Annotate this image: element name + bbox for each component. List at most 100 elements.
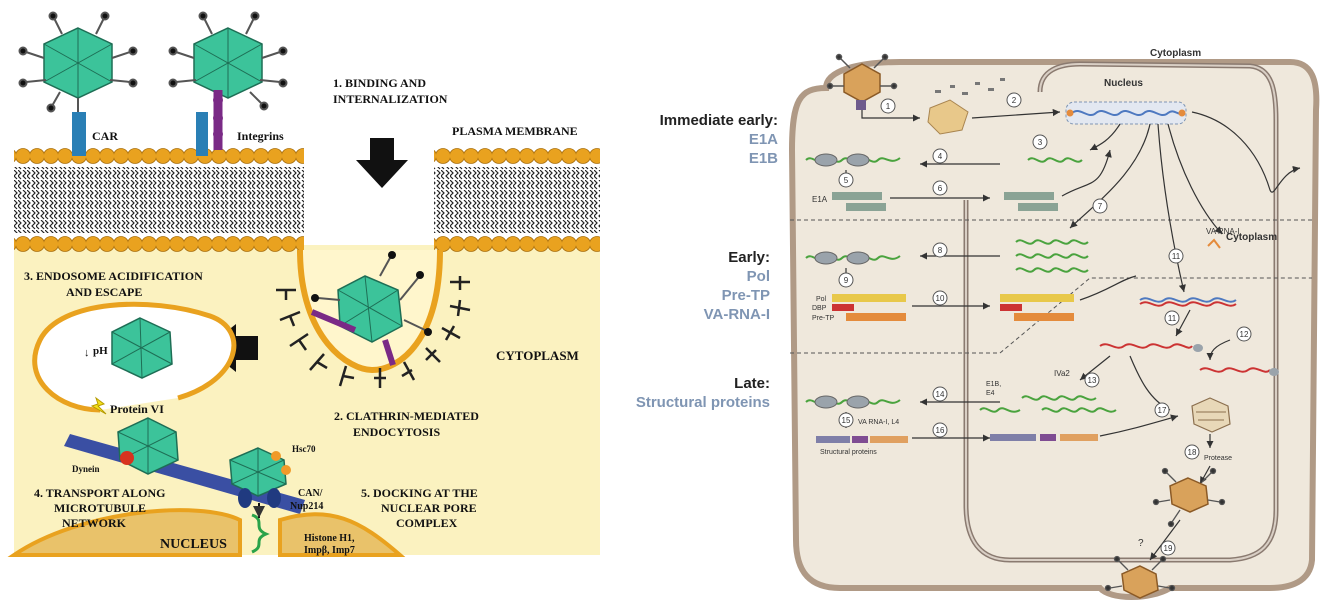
histone-line2: Impβ, Imp7 — [304, 545, 355, 556]
va-rna-label: VA RNA-I — [1206, 227, 1240, 236]
npc-right — [267, 488, 281, 508]
progeny-dna-1 — [1099, 343, 1193, 349]
ribosome-2a — [814, 251, 838, 265]
late-block: Late: Structural proteins — [610, 374, 770, 412]
step-marker: 13 — [1088, 376, 1097, 385]
e1a-label: E1A — [812, 195, 828, 204]
ph-label: pH — [93, 345, 108, 357]
cytoplasm-mid-label: Cytoplasm — [1226, 232, 1277, 243]
pre-tp-protein-nuc — [1014, 313, 1074, 321]
ribosome-1b — [846, 153, 870, 167]
late-title: Late: — [734, 375, 770, 392]
step4-line3: NETWORK — [62, 516, 127, 530]
protease-label: Protease — [1204, 455, 1232, 462]
step4-line1: 4. TRANSPORT ALONG — [34, 486, 166, 500]
dynein-motor — [120, 451, 134, 465]
lipid-tails-left — [14, 167, 304, 233]
step-marker: 2 — [1012, 96, 1017, 105]
lightning-icon — [90, 396, 107, 415]
internalization-arrow — [356, 138, 408, 188]
membrane-upper-right — [434, 145, 600, 167]
viral-dna — [251, 513, 270, 554]
step-marker: 12 — [1240, 330, 1249, 339]
gene-va-rna-i: VA-RNA-I — [703, 306, 770, 323]
car-receptor — [72, 112, 86, 156]
structural-protein-2 — [852, 436, 868, 443]
iva2-label: IVa2 — [1054, 369, 1070, 378]
replicating-dna — [1139, 297, 1237, 303]
question-label: ? — [1138, 538, 1144, 549]
step5-line1: 5. DOCKING AT THE — [361, 486, 478, 500]
gene-pol: Pol — [746, 268, 770, 285]
virus-at-npc — [229, 447, 291, 497]
histone-line1: Histone H1, — [304, 533, 355, 544]
step3-line1: 3. ENDOSOME ACIDIFICATION — [24, 269, 203, 283]
membrane-lower-right — [434, 233, 600, 255]
uncoating-capsid — [927, 99, 969, 135]
pol-protein — [832, 294, 906, 302]
nucleus-label-right: Nucleus — [1104, 78, 1143, 89]
structural-protein-1 — [816, 436, 850, 443]
e1a-protein-nuc-2 — [1018, 203, 1058, 211]
capsid-fragments — [935, 78, 1005, 95]
step-marker: 19 — [1164, 544, 1173, 553]
e1-mrna — [1027, 157, 1083, 163]
step2-line2: ENDOCYTOSIS — [353, 425, 440, 439]
cytoplasm-label: CYTOPLASM — [496, 348, 579, 363]
car-label: CAR — [92, 129, 118, 143]
step5-line2: NUCLEAR PORE — [381, 501, 477, 515]
virus-in-pit — [310, 251, 432, 366]
step-marker: 14 — [936, 390, 945, 399]
step-marker: 3 — [1038, 138, 1043, 147]
ribosome-3b — [846, 395, 870, 409]
step-marker: 1 — [886, 102, 891, 111]
pre-tp-protein — [846, 313, 906, 321]
step3-line2: AND ESCAPE — [66, 285, 142, 299]
gene-pre-tp: Pre-TP — [721, 287, 770, 304]
early-title: Early: — [728, 249, 770, 266]
membrane-lower-left — [14, 233, 304, 255]
step-marker: 15 — [842, 416, 851, 425]
membrane-upper-left — [14, 145, 304, 167]
step-marker: 16 — [936, 426, 945, 435]
step-markers: 1 2 3 4 5 6 7 8 9 10 11 11 12 13 14 15 1… — [838, 92, 1252, 556]
dbp-label: DBP — [812, 305, 827, 312]
step-marker: 11 — [1172, 252, 1181, 261]
released-virion — [1104, 555, 1176, 599]
clathrin-coat — [276, 276, 471, 388]
dynein-label: Dynein — [72, 464, 100, 474]
e4-label: E4 — [986, 390, 995, 397]
nup214-label: Nup214 — [290, 501, 323, 512]
structural-protein-3 — [870, 436, 908, 443]
viral-genome-box — [1065, 101, 1187, 125]
gene-structural-proteins: Structural proteins — [635, 394, 770, 411]
structural-protein-nuc-2 — [1040, 434, 1056, 441]
structural-protein-nuc-1 — [990, 434, 1036, 441]
dbp-protein-nuc — [1000, 304, 1022, 311]
step-marker: 5 — [844, 176, 849, 185]
virus-entering — [826, 53, 898, 110]
e1b-label: E1B, — [986, 381, 1001, 388]
virus-car-bound — [18, 11, 138, 156]
cell-membrane — [788, 59, 1320, 600]
lipid-tails-right — [434, 167, 600, 233]
gene-e1a: E1A — [748, 131, 778, 148]
step-marker: 8 — [938, 246, 943, 255]
early-mrnas — [1015, 239, 1089, 273]
pol-protein-nuc — [1000, 294, 1074, 302]
gene-e1b: E1B — [748, 150, 778, 167]
hsc70-label: Hsc70 — [292, 444, 316, 454]
dbp-protein — [832, 304, 854, 311]
pre-tp-label: Pre-TP — [812, 315, 835, 322]
ribosome-2b — [846, 251, 870, 265]
virus-in-endosome — [111, 317, 173, 379]
step-marker: 7 — [1098, 202, 1103, 211]
va-l4-label: VA RNA-I, L4 — [858, 419, 899, 426]
immediate-early-block: Immediate early: E1A E1B — [620, 111, 778, 168]
nuclear-envelope-left — [7, 508, 242, 557]
e1a-protein-1 — [832, 192, 882, 200]
ribosome-1a — [814, 153, 838, 167]
structural-proteins-label: Structural proteins — [820, 449, 877, 456]
step1-line2: INTERNALIZATION — [333, 92, 448, 106]
